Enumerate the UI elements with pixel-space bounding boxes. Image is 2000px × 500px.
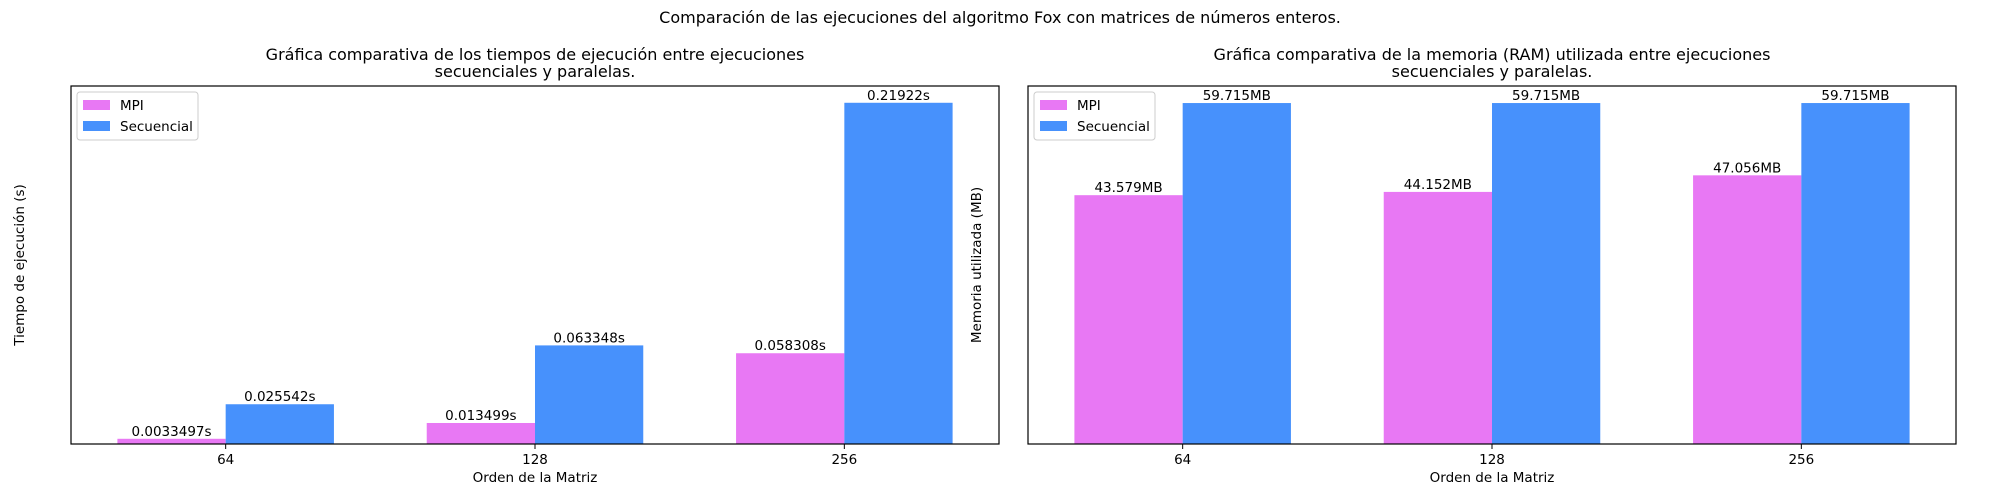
x-tick-label-memoria-256: 256: [1788, 452, 1814, 468]
data-label-tiempos-secuencial-128: 0.063348s: [553, 330, 624, 346]
bar-memoria-secuencial-128: [1492, 103, 1601, 444]
chart-tiempos-xlabel: Orden de la Matriz: [473, 470, 598, 486]
legend-label-mpi: MPI: [1077, 98, 1101, 114]
bar-tiempos-mpi-128: [426, 422, 535, 444]
bar-tiempos-secuencial-64: [225, 404, 334, 444]
bar-tiempos-secuencial-128: [535, 345, 644, 444]
data-label-tiempos-secuencial-256: 0.21922s: [867, 88, 930, 104]
bar-memoria-secuencial-256: [1801, 103, 1910, 444]
data-label-tiempos-mpi-256: 0.058308s: [754, 338, 825, 354]
legend-swatch-secuencial: [83, 121, 110, 131]
bar-memoria-secuencial-64: [1182, 103, 1291, 444]
bar-tiempos-secuencial-256: [844, 102, 953, 445]
chart-memoria-title-line: Gráfica comparativa de la memoria (RAM) …: [1214, 45, 1771, 64]
legend-label-secuencial: Secuencial: [1077, 119, 1150, 135]
data-label-memoria-secuencial-128: 59.715MB: [1512, 88, 1580, 104]
legend-label-secuencial: Secuencial: [120, 119, 193, 135]
data-label-memoria-mpi-256: 47.056MB: [1713, 160, 1781, 176]
chart-tiempos-ylabel: Tiempo de ejecución (s): [12, 184, 28, 347]
data-label-tiempos-secuencial-64: 0.025542s: [244, 389, 315, 405]
chart-memoria-ylabel: Memoria utilizada (MB): [969, 187, 985, 343]
data-label-tiempos-mpi-64: 0.0033497s: [132, 424, 212, 440]
chart-memoria-title-line: secuenciales y paralelas.: [1392, 62, 1593, 81]
bar-tiempos-mpi-256: [736, 353, 845, 444]
chart-memoria-xlabel: Orden de la Matriz: [1430, 470, 1555, 486]
chart-tiempos-title-line: Gráfica comparativa de los tiempos de ej…: [266, 45, 805, 64]
legend-swatch-mpi: [83, 100, 110, 110]
data-label-tiempos-mpi-128: 0.013499s: [445, 408, 516, 424]
bar-tiempos-mpi-64: [117, 438, 226, 444]
bar-memoria-mpi-64: [1074, 195, 1183, 444]
data-label-memoria-mpi-64: 43.579MB: [1094, 180, 1162, 196]
bar-memoria-mpi-128: [1383, 191, 1492, 444]
figure-suptitle: Comparación de las ejecuciones del algor…: [659, 8, 1341, 27]
chart-tiempos-title-line: secuenciales y paralelas.: [435, 62, 636, 81]
x-tick-label-memoria-64: 64: [1174, 452, 1191, 468]
data-label-memoria-mpi-128: 44.152MB: [1404, 177, 1472, 193]
x-tick-label-memoria-128: 128: [1479, 452, 1505, 468]
legend-label-mpi: MPI: [120, 98, 144, 114]
x-tick-label-tiempos-128: 128: [522, 452, 548, 468]
data-label-memoria-secuencial-256: 59.715MB: [1821, 88, 1889, 104]
x-tick-label-tiempos-64: 64: [217, 452, 234, 468]
data-label-memoria-secuencial-64: 59.715MB: [1203, 88, 1271, 104]
x-tick-label-tiempos-256: 256: [831, 452, 857, 468]
bar-memoria-mpi-256: [1693, 175, 1802, 444]
legend-swatch-secuencial: [1040, 121, 1067, 131]
legend-swatch-mpi: [1040, 100, 1067, 110]
